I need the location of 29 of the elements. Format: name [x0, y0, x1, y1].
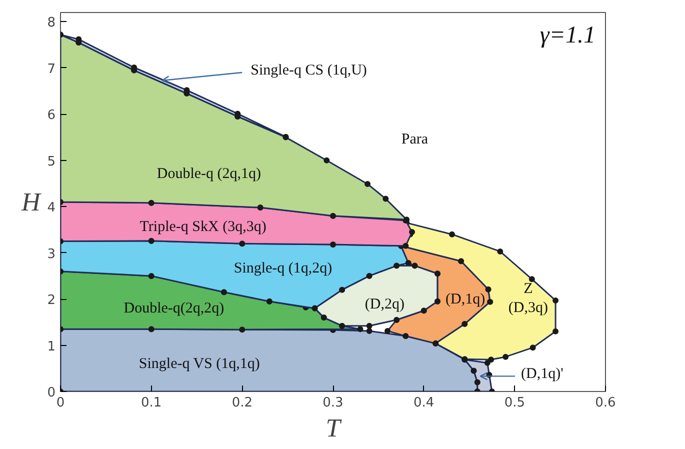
y-tick-label: 2 — [47, 293, 56, 308]
y-tick-label: 3 — [47, 246, 56, 262]
x-tick-label: 0.2 — [232, 396, 253, 410]
x-tick-label: 0.1 — [140, 396, 162, 410]
series-label: (D,1q)' — [521, 366, 564, 382]
y-tick-label: 5 — [47, 154, 56, 170]
x-tick-label: 0.5 — [504, 396, 526, 410]
x-tick-label: 0.3 — [322, 396, 344, 410]
annotation: Para — [401, 132, 428, 148]
series-label: Single-q (1q,2q) — [234, 260, 332, 277]
series-label: (D,2q) — [364, 296, 404, 312]
text: Single-q CS (1q,U) — [250, 62, 367, 79]
chart-title: γ=1.1 — [540, 22, 596, 48]
series-label: Double-q(2q,2q) — [124, 300, 224, 317]
y-tick-label: 8 — [47, 16, 56, 31]
series-label: Triple-q SkX (3q,3q) — [140, 219, 266, 235]
x-axis-title: T — [326, 414, 342, 442]
series-label: (D,1q) — [445, 292, 486, 308]
y-tick-label: 7 — [47, 62, 56, 77]
series-label: Z (D,3q) — [508, 281, 548, 316]
x-tick-label: 0.4 — [413, 396, 434, 410]
y-tick-label: 6 — [47, 108, 56, 124]
y-axis-title: H — [20, 188, 42, 216]
y-tick-label: 0 — [47, 386, 56, 400]
y-tick-label: 1 — [47, 339, 56, 354]
series-label: Single-q VS (1q,1q) — [138, 356, 260, 372]
y-tick-label: 4 — [47, 200, 56, 216]
x-tick-label: 0.6 — [595, 396, 616, 410]
series-label: Double-q (2q,1q) — [156, 166, 262, 182]
